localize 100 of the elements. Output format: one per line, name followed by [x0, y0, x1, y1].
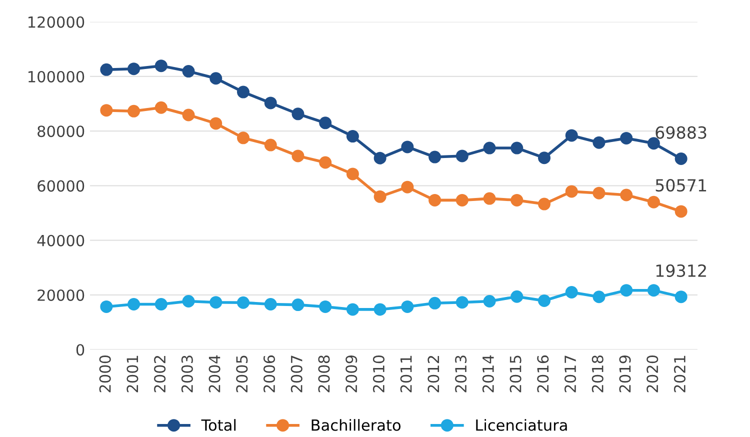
- x-tick-label: 2001: [126, 356, 138, 392]
- point: [346, 303, 359, 316]
- x-tick-label: 2012: [428, 356, 440, 392]
- point: [483, 192, 496, 205]
- x-tick-label: 2014: [482, 355, 494, 392]
- x-tick-label: 2020: [646, 355, 658, 392]
- x-tick-label: 2006: [263, 355, 276, 392]
- point: [346, 168, 359, 180]
- y-tick-label: 40000: [37, 234, 84, 246]
- point: [182, 295, 195, 308]
- point: [401, 180, 414, 194]
- point: [538, 152, 551, 164]
- x-tick-label: 2016: [537, 355, 549, 392]
- point: [674, 152, 688, 165]
- data-label: 50571: [656, 178, 706, 192]
- point: [236, 132, 250, 144]
- point: [401, 140, 414, 154]
- point: [128, 62, 140, 76]
- point: [401, 300, 414, 313]
- y-tick-label: 120000: [28, 16, 84, 28]
- point: [236, 86, 250, 98]
- point: [236, 296, 250, 309]
- point: [210, 72, 222, 85]
- x-tick-label: 2003: [181, 356, 193, 392]
- point: [374, 190, 386, 203]
- point: [292, 298, 304, 312]
- y-tick-label: 20000: [38, 289, 84, 301]
- y-tick-label: 60000: [38, 180, 84, 192]
- point: [100, 104, 113, 117]
- legend-label: Bachillerato: [312, 419, 401, 431]
- point: [182, 108, 195, 122]
- x-tick-label: 2011: [400, 356, 412, 392]
- point: [346, 130, 359, 143]
- point: [647, 196, 660, 208]
- x-tick-label: 2007: [290, 356, 302, 392]
- point: [319, 156, 332, 169]
- x-tick-label: 2018: [592, 356, 604, 392]
- data-label: 69883: [656, 126, 706, 139]
- point: [565, 185, 578, 198]
- point: [182, 65, 195, 78]
- point: [592, 186, 606, 200]
- point: [428, 296, 442, 310]
- point: [319, 300, 332, 313]
- point: [538, 198, 551, 210]
- point: [592, 290, 606, 304]
- point: [620, 132, 633, 144]
- point: [292, 150, 304, 162]
- point: [100, 63, 113, 76]
- point: [210, 117, 222, 130]
- point: [456, 296, 468, 309]
- point: [264, 138, 277, 152]
- point: [647, 284, 660, 297]
- legend-label: Total: [201, 419, 236, 431]
- point: [456, 194, 468, 206]
- x-tick-label: 2010: [372, 355, 384, 392]
- point: [538, 294, 551, 307]
- point: [128, 298, 140, 311]
- point: [128, 104, 140, 118]
- x-tick-label: 2009: [346, 356, 358, 392]
- point: [647, 137, 660, 150]
- point: [592, 136, 606, 149]
- point: [483, 142, 496, 154]
- point: [620, 284, 633, 297]
- point: [674, 290, 688, 304]
- point: [100, 300, 113, 313]
- point: [674, 205, 688, 218]
- point: [319, 116, 332, 130]
- y-tick-label: 100000: [28, 70, 84, 82]
- point: [428, 194, 442, 206]
- point: [154, 101, 168, 114]
- point: [510, 194, 524, 206]
- x-tick-label: 2005: [236, 356, 248, 392]
- x-tick-label: 2017: [564, 356, 576, 392]
- point: [154, 60, 168, 72]
- point: [264, 96, 277, 110]
- x-tick-label: 2019: [619, 356, 631, 392]
- point: [620, 188, 633, 202]
- x-tick-label: 2002: [154, 356, 166, 392]
- point: [483, 295, 496, 308]
- x-tick-label: 2015: [510, 356, 522, 392]
- x-tick-label: 2004: [208, 355, 220, 392]
- point: [264, 298, 277, 311]
- point: [510, 142, 524, 154]
- point: [456, 150, 468, 162]
- x-tick-label: 2013: [455, 356, 467, 392]
- x-tick-label: 2000: [99, 355, 111, 392]
- point: [428, 150, 442, 164]
- point: [374, 303, 386, 316]
- point: [374, 152, 386, 164]
- point: [565, 129, 578, 142]
- y-tick-label: 0: [76, 344, 84, 356]
- y-tick-label: 80000: [38, 126, 84, 138]
- x-tick-label: 2021: [674, 356, 686, 392]
- data-label: 19312: [656, 264, 706, 277]
- point: [154, 298, 168, 311]
- x-tick-label: 2008: [318, 356, 330, 392]
- point: [510, 290, 524, 303]
- point: [210, 296, 222, 309]
- point: [292, 108, 304, 120]
- legend-label: Licenciatura: [476, 419, 567, 431]
